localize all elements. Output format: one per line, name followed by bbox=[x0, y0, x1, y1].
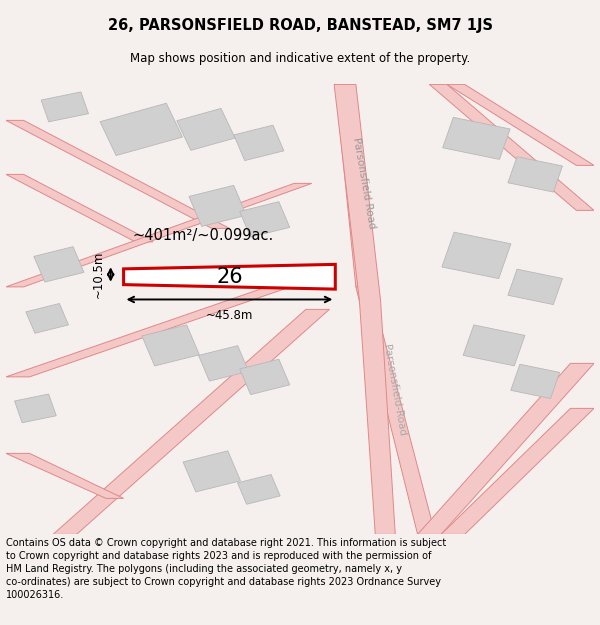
Polygon shape bbox=[447, 84, 594, 166]
Polygon shape bbox=[6, 453, 124, 498]
Polygon shape bbox=[239, 359, 290, 394]
Polygon shape bbox=[463, 325, 525, 366]
Polygon shape bbox=[177, 108, 235, 151]
Text: Parsonsfield Road: Parsonsfield Road bbox=[350, 137, 376, 230]
Polygon shape bbox=[508, 269, 562, 304]
Polygon shape bbox=[189, 186, 247, 226]
Polygon shape bbox=[14, 394, 56, 422]
Polygon shape bbox=[239, 202, 290, 237]
Polygon shape bbox=[335, 84, 371, 287]
Text: ~401m²/~0.099ac.: ~401m²/~0.099ac. bbox=[133, 228, 274, 242]
Text: Map shows position and indicative extent of the property.: Map shows position and indicative extent… bbox=[130, 52, 470, 65]
Polygon shape bbox=[41, 92, 88, 122]
Polygon shape bbox=[356, 287, 435, 534]
Text: Parsonsfield-Road: Parsonsfield-Road bbox=[381, 344, 407, 437]
Polygon shape bbox=[234, 125, 284, 161]
Polygon shape bbox=[199, 346, 248, 381]
Text: ~45.8m: ~45.8m bbox=[206, 309, 253, 322]
Text: 26: 26 bbox=[216, 267, 243, 287]
Text: ~10.5m: ~10.5m bbox=[92, 251, 105, 298]
Polygon shape bbox=[100, 103, 182, 156]
Polygon shape bbox=[418, 363, 594, 534]
Polygon shape bbox=[26, 304, 68, 333]
Text: 26, PARSONSFIELD ROAD, BANSTEAD, SM7 1JS: 26, PARSONSFIELD ROAD, BANSTEAD, SM7 1JS bbox=[107, 18, 493, 32]
Polygon shape bbox=[511, 364, 560, 399]
Polygon shape bbox=[53, 309, 329, 534]
Polygon shape bbox=[183, 451, 241, 492]
Polygon shape bbox=[142, 325, 199, 366]
Polygon shape bbox=[34, 247, 84, 282]
Polygon shape bbox=[442, 232, 511, 279]
Polygon shape bbox=[443, 118, 510, 159]
Polygon shape bbox=[238, 474, 280, 504]
Polygon shape bbox=[441, 408, 594, 534]
Polygon shape bbox=[430, 84, 594, 211]
Polygon shape bbox=[124, 264, 335, 289]
Polygon shape bbox=[508, 157, 562, 192]
Polygon shape bbox=[6, 183, 312, 287]
Polygon shape bbox=[6, 174, 153, 242]
Polygon shape bbox=[334, 84, 395, 534]
Polygon shape bbox=[6, 273, 329, 377]
Polygon shape bbox=[6, 121, 229, 228]
Text: Contains OS data © Crown copyright and database right 2021. This information is : Contains OS data © Crown copyright and d… bbox=[6, 538, 446, 600]
